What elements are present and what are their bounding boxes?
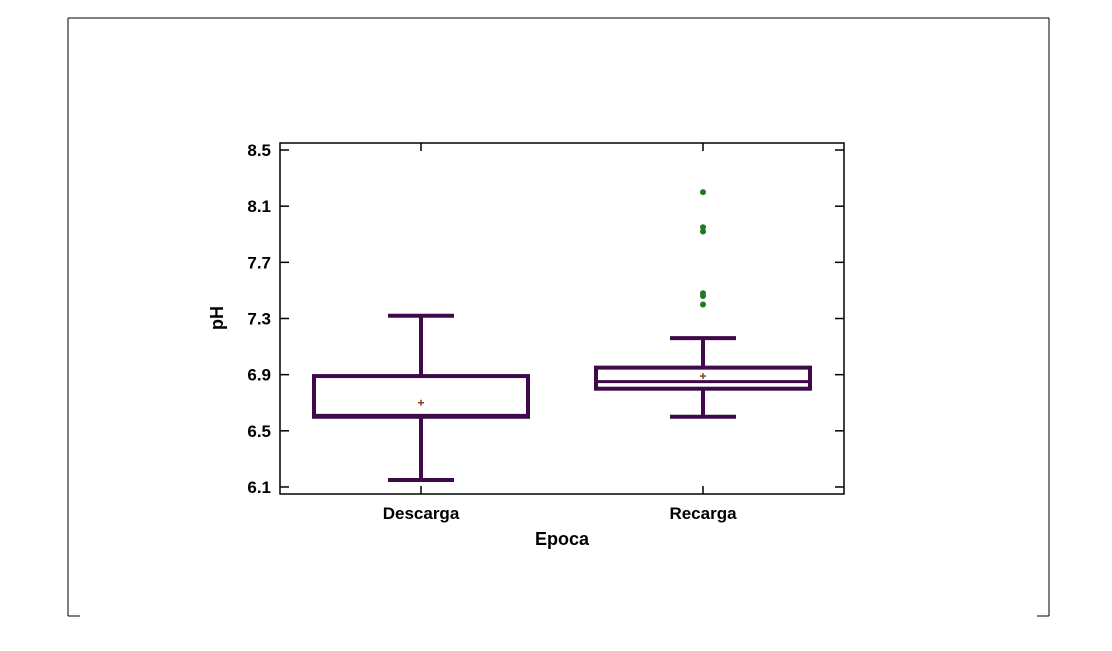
y-tick-label: 6.1: [247, 478, 271, 497]
boxes: [312, 189, 812, 482]
outlier-point: [700, 224, 706, 231]
y-axis-title: pH: [207, 306, 227, 330]
outlier-point: [700, 228, 706, 235]
plot-area: [279, 142, 845, 495]
x-tick-label: Recarga: [669, 504, 737, 523]
y-tick-label: 7.7: [247, 253, 271, 272]
y-tick-label: 6.9: [247, 366, 271, 385]
y-tick-label: 8.1: [247, 197, 271, 216]
outlier-point: [700, 189, 706, 196]
outlier-point: [700, 301, 706, 308]
box-descarga: [312, 313, 530, 482]
page-border: [67, 17, 1050, 617]
y-axis: 6.1 6.5 6.9 7.3 7.7 8.1 8.5: [247, 141, 844, 497]
x-tick-label: Descarga: [383, 504, 460, 523]
iqr-box: [312, 374, 530, 419]
y-tick-label: 7.3: [247, 310, 271, 329]
x-axis: Descarga Recarga: [383, 143, 737, 523]
y-tick-label: 8.5: [247, 141, 271, 160]
y-tick-label: 6.5: [247, 422, 271, 441]
box-recarga: [594, 189, 812, 419]
outlier-point: [700, 290, 706, 297]
x-axis-title: Epoca: [535, 529, 590, 549]
